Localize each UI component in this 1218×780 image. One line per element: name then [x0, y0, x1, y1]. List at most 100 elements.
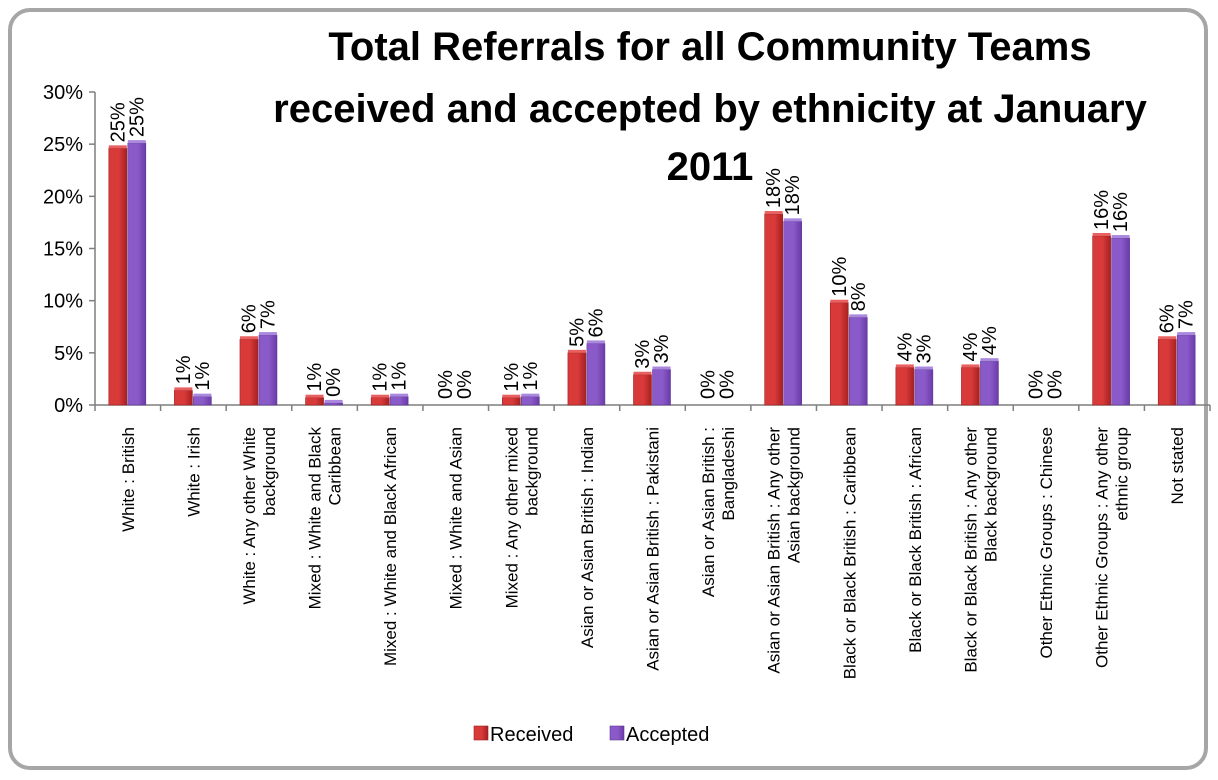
category-label: ethnic group: [1113, 427, 1132, 521]
bar-received: [502, 397, 521, 406]
bar-received: [764, 213, 783, 406]
category-label: Asian or Asian British : Any other: [765, 427, 784, 674]
category-label: Bangladeshi: [719, 427, 738, 521]
bar-received: [829, 302, 849, 406]
y-tick-label: 15%: [43, 239, 83, 261]
data-label-accepted: 7%: [1176, 300, 1198, 329]
bar-top-accepted: [324, 399, 343, 403]
bar-accepted: [1176, 334, 1196, 406]
bar-accepted: [521, 396, 540, 406]
bar-received: [895, 367, 915, 406]
data-label-accepted: 7%: [257, 300, 279, 329]
bar-received: [174, 390, 193, 406]
data-label-accepted: 1%: [520, 362, 542, 391]
data-label-accepted: 4%: [979, 326, 1001, 355]
data-label-received: 5%: [566, 318, 588, 347]
data-label-accepted: 0%: [323, 368, 345, 397]
bar-accepted: [914, 369, 934, 406]
bar-top-received: [371, 394, 390, 398]
data-label-accepted: 8%: [848, 282, 870, 311]
chart-title: Total Referrals for all Community Teams …: [273, 25, 1147, 189]
bar-received: [567, 352, 587, 406]
category-label: Asian or Asian British : Pakistani: [644, 427, 663, 671]
category-label: White : British: [119, 427, 138, 532]
category-labels: White : British White : Irish White : Any …: [119, 427, 1187, 680]
bar-top-received: [502, 394, 521, 398]
bar-top-accepted: [783, 218, 802, 222]
data-label-received: 25%: [107, 102, 129, 142]
bar-top-accepted: [193, 393, 212, 397]
chart-title-line-3: 2011: [667, 145, 754, 189]
data-label-received: 3%: [632, 340, 654, 369]
legend-swatch-received: [473, 725, 489, 741]
bar-accepted: [127, 142, 147, 406]
bar-top-accepted: [849, 314, 868, 318]
bar-top-accepted: [390, 393, 409, 397]
bars: [108, 140, 1196, 406]
bar-accepted: [586, 343, 606, 406]
data-label-accepted: 0%: [717, 370, 739, 399]
data-label-received: 18%: [763, 168, 785, 208]
bar-top-accepted: [980, 358, 999, 362]
legend-swatch-accepted: [609, 725, 625, 741]
data-label-received: 6%: [1157, 304, 1179, 333]
data-label-accepted: 16%: [1110, 192, 1132, 232]
category-label: Black or Black British : Caribbean: [840, 427, 859, 679]
category-label: Black background: [981, 427, 1000, 562]
category-label: Mixed : White and Asian: [447, 427, 466, 609]
bar-received: [1157, 338, 1177, 406]
bar-accepted: [848, 317, 868, 406]
data-label-received: 10%: [829, 257, 851, 297]
data-labels: 25%25%1%1%6%7%1%0% 1%1% 0%0% 1%1%5%6%3%3%0%…: [107, 97, 1197, 399]
data-label-accepted: 0%: [1045, 370, 1067, 399]
category-label: Mixed : White and Black: [306, 427, 325, 610]
data-label-received: 1%: [173, 355, 195, 384]
data-label-received: 1%: [370, 363, 392, 392]
bar-top-accepted: [1111, 235, 1130, 239]
legend-label-received: Received: [490, 724, 573, 746]
bar-top-received: [1092, 232, 1111, 236]
bar-top-received: [567, 349, 586, 353]
category-label: Black or Black British : Any other: [961, 427, 980, 673]
y-tick-label: 5%: [54, 343, 83, 365]
data-label-received: 1%: [304, 363, 326, 392]
bar-accepted: [324, 402, 343, 406]
bar-top-received: [108, 145, 127, 149]
data-label-received: 0%: [698, 370, 720, 399]
category-label: Asian or Asian British : Indian: [578, 427, 597, 648]
chart-frame: [8, 8, 1208, 770]
category-label: White : Any other White: [240, 427, 259, 605]
bar-accepted: [258, 334, 278, 406]
chart-title-line-2: received and accepted by ethnicity at Ja…: [273, 87, 1147, 131]
data-label-received: 4%: [894, 332, 916, 361]
bar-accepted: [980, 360, 999, 406]
bar-received: [1092, 235, 1111, 406]
bar-top-received: [961, 364, 980, 368]
bar-accepted: [652, 369, 671, 406]
category-label: Mixed : Any other mixed: [502, 427, 521, 608]
bar-top-received: [830, 299, 849, 303]
bar-top-accepted: [1177, 332, 1196, 336]
data-label-received: 0%: [1026, 370, 1048, 399]
bar-top-received: [1158, 336, 1177, 340]
category-label: background: [260, 427, 279, 516]
category-label: Asian background: [785, 427, 804, 563]
data-label-received: 4%: [960, 332, 982, 361]
bar-top-accepted: [521, 393, 540, 397]
axes: 0% 5% 10% 15% 20% 25% 30%: [43, 82, 1211, 417]
bar-received: [239, 338, 259, 406]
category-label: Asian or Asian British :: [699, 427, 718, 597]
bar-top-received: [633, 371, 652, 375]
bar-top-accepted: [127, 140, 146, 144]
bar-top-received: [174, 387, 193, 391]
bar-top-received: [764, 211, 783, 215]
legend-label-accepted: Accepted: [626, 724, 709, 746]
bar-top-accepted: [586, 340, 605, 344]
category-label: Black or Black British : African: [906, 427, 925, 653]
data-label-accepted: 25%: [126, 97, 148, 137]
data-label-received: 16%: [1091, 190, 1113, 230]
bar-received: [305, 397, 324, 406]
category-label: Other Ethnic Groups : Any other: [1093, 427, 1112, 668]
bar-top-received: [305, 394, 324, 398]
